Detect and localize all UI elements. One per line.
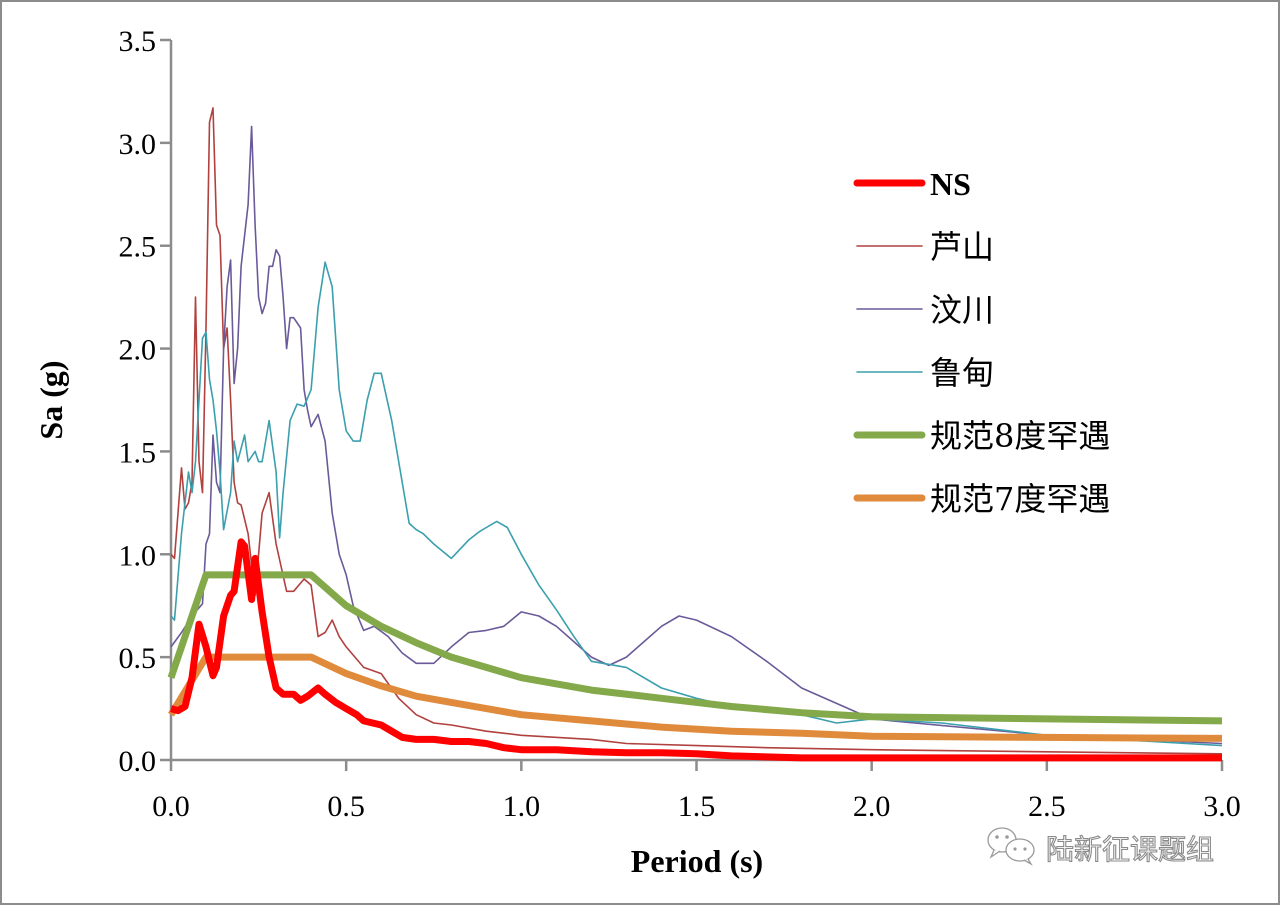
axes: 0.0 0.5 1.0 1.5 2.0 2.5 3.0 3.5 0.0 0.5 1.0 1.5 2.0 2… xyxy=(119,25,1241,823)
y-tick-label: 3.5 xyxy=(119,25,157,58)
watermark: 陆新征课题组 xyxy=(987,827,1215,867)
y-tick-label: 3.0 xyxy=(119,128,157,161)
x-tick-label: 2.5 xyxy=(1028,790,1066,823)
watermark-text: 陆新征课题组 xyxy=(1046,833,1214,866)
series-line-5 xyxy=(168,653,1223,742)
legend-label: 规范8度罕遇 xyxy=(930,417,1110,455)
wechat-icon xyxy=(987,827,1035,866)
series-line-4 xyxy=(167,571,1223,725)
x-tick-label: 1.5 xyxy=(678,790,716,823)
legend-label: 规范7度罕遇 xyxy=(930,480,1110,518)
x-tick-label: 2.0 xyxy=(853,790,891,823)
y-tick-label: 0.5 xyxy=(119,642,157,675)
x-axis-title: Period (s) xyxy=(631,843,763,879)
y-tick-label: 2.0 xyxy=(119,334,157,367)
legend-label: 芦山 xyxy=(930,228,994,266)
legend-label: 鲁甸 xyxy=(930,354,994,392)
x-tick-label: 1.0 xyxy=(503,790,541,823)
x-tick-label: 0.0 xyxy=(152,790,190,823)
series-line-2 xyxy=(170,125,1223,745)
series-layer xyxy=(167,107,1223,762)
y-tick-label: 1.0 xyxy=(119,539,157,572)
series-line-1 xyxy=(170,107,1223,755)
x-tick-label: 3.0 xyxy=(1203,790,1241,823)
x-tick-label: 0.5 xyxy=(327,790,365,823)
series-line-3 xyxy=(170,261,1223,747)
legend-label: 汶川 xyxy=(930,291,994,329)
y-tick-label: 0.0 xyxy=(119,745,157,778)
legend-label: NS xyxy=(930,166,971,202)
y-tick-label: 2.5 xyxy=(119,231,157,264)
series-line-0 xyxy=(170,538,1222,762)
y-tick-label: 1.5 xyxy=(119,436,157,469)
y-axis-title: Sa (g) xyxy=(33,360,69,439)
